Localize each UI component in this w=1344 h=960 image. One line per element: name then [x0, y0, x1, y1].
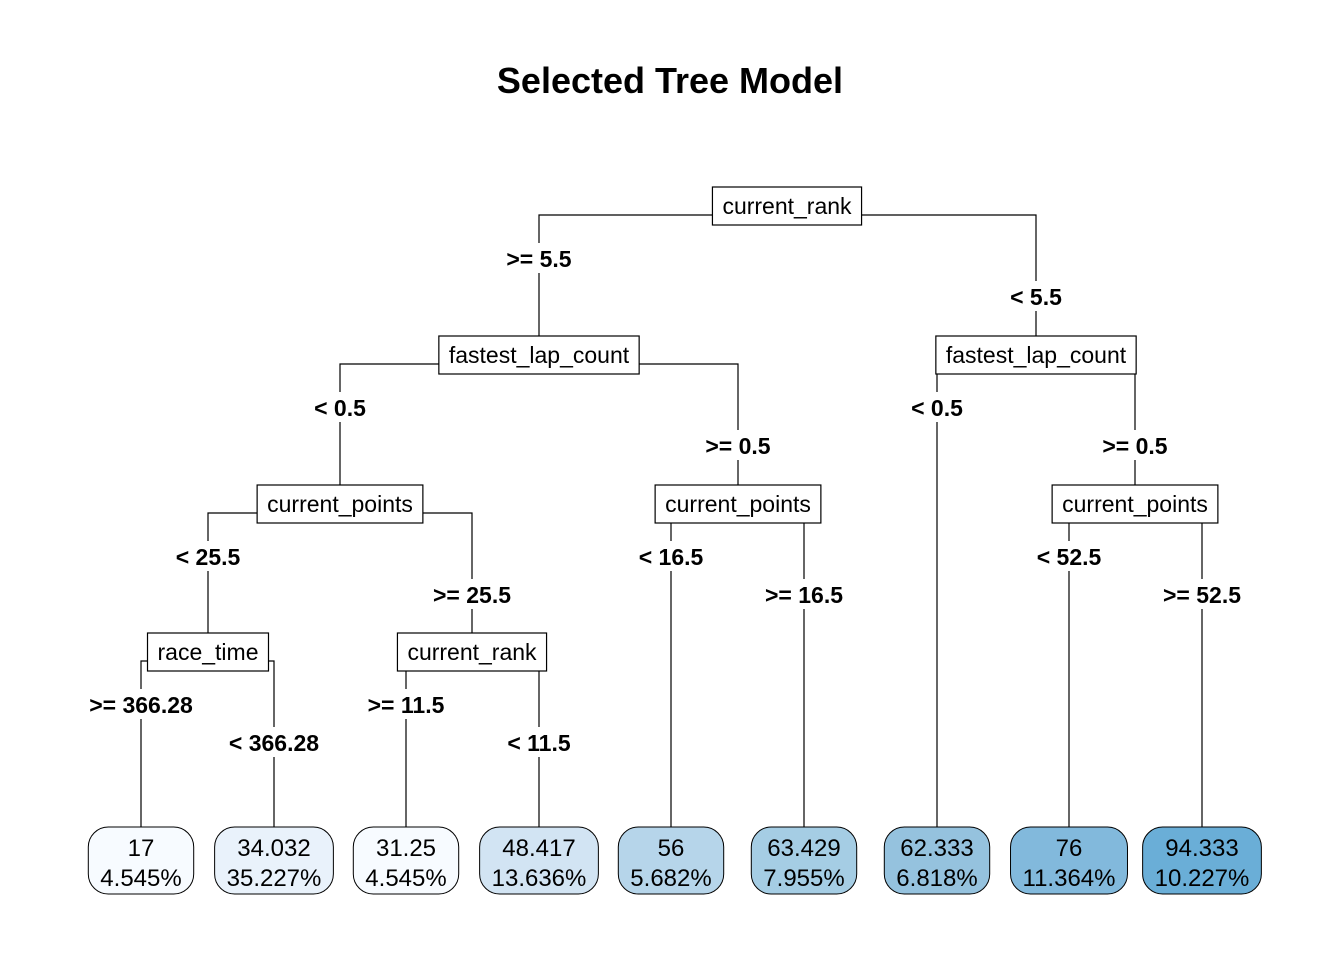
tree-edge	[538, 214, 713, 336]
tree-edges: >= 5.5 < 5.5 < 0.5 >= 0.5 < 0.5 >= 0.5 < 25.5 >…	[84, 214, 1247, 827]
tree-edge	[861, 214, 1037, 336]
edge-label-bg	[84, 689, 198, 719]
edge-label: >= 11.5	[368, 692, 445, 718]
edge-label-bg	[633, 541, 709, 571]
tree-edge	[1201, 512, 1218, 827]
tree-edge	[140, 660, 148, 827]
edge-label: >= 25.5	[433, 582, 511, 608]
leaf-value: 31.25	[376, 835, 436, 862]
leaf-node-box	[87, 826, 195, 895]
tree-edge	[1134, 363, 1137, 485]
leaf-value: 34.032	[237, 835, 310, 862]
leaf-node-box	[352, 826, 460, 895]
split-node-box	[396, 632, 548, 672]
split-node-label: current_rank	[407, 639, 537, 665]
split-node-box	[438, 335, 640, 375]
edge-label-bg	[223, 727, 325, 757]
split-node-label: current_rank	[722, 193, 852, 219]
leaf-node-box	[883, 826, 991, 895]
leaf-percent: 6.818%	[896, 865, 977, 892]
edge-label-bg	[759, 579, 849, 609]
leaf-value: 62.333	[900, 835, 973, 862]
edge-label: < 366.28	[229, 730, 319, 756]
edge-label-bg	[170, 541, 246, 571]
tree-edge	[422, 512, 473, 633]
edge-label-bg	[906, 392, 968, 422]
split-node-box	[654, 484, 822, 524]
leaf-percent: 11.364%	[1023, 865, 1116, 892]
edge-label: >= 52.5	[1163, 582, 1241, 608]
split-node-label: fastest_lap_count	[449, 342, 630, 368]
leaf-value: 17	[128, 835, 155, 862]
leaf-node-box	[214, 826, 334, 895]
split-node-box	[146, 632, 270, 672]
edge-label-bg	[1031, 541, 1107, 571]
edge-label: >= 0.5	[1102, 433, 1167, 459]
edge-label: < 0.5	[911, 395, 963, 421]
tree-edge	[935, 363, 938, 827]
leaf-percent: 13.636%	[492, 865, 587, 892]
edge-label-bg	[1157, 579, 1247, 609]
leaf-node-box	[1010, 826, 1128, 895]
split-node-label: current_points	[665, 491, 811, 517]
edge-label: < 11.5	[507, 730, 571, 756]
edge-label: < 0.5	[314, 395, 366, 421]
edge-label-bg	[427, 579, 517, 609]
tree-edge	[268, 660, 275, 827]
edge-label: < 52.5	[1037, 544, 1102, 570]
edge-label-bg	[502, 727, 576, 757]
edge-label: >= 0.5	[705, 433, 770, 459]
split-node-label: fastest_lap_count	[946, 342, 1127, 368]
leaf-value: 56	[658, 835, 685, 862]
leaf-percent: 35.227%	[227, 865, 322, 892]
leaf-value: 76	[1056, 835, 1083, 862]
diagram-title: Selected Tree Model	[497, 60, 843, 101]
leaf-value: 63.429	[767, 835, 840, 862]
leaf-value: 94.333	[1165, 835, 1238, 862]
tree-nodes: current_rank fastest_lap_count fastest_lap…	[87, 186, 1262, 895]
tree-edge	[207, 512, 258, 633]
leaf-percent: 4.545%	[100, 865, 181, 892]
edge-label: < 5.5	[1010, 284, 1062, 310]
leaf-percent: 10.227%	[1155, 865, 1250, 892]
leaf-value: 48.417	[502, 835, 575, 862]
split-node-box	[1051, 484, 1219, 524]
split-node-label: current_points	[1062, 491, 1208, 517]
leaf-percent: 5.682%	[630, 865, 711, 892]
leaf-node-box	[479, 826, 599, 895]
leaf-node-box	[1142, 826, 1262, 895]
tree-edge	[639, 363, 739, 485]
tree-edge	[803, 512, 821, 827]
edge-label: >= 5.5	[506, 246, 571, 272]
leaf-node-box	[750, 826, 858, 895]
split-node-label: race_time	[158, 639, 259, 665]
leaf-percent: 7.955%	[763, 865, 844, 892]
split-node-box	[935, 335, 1137, 375]
edge-label: >= 366.28	[89, 692, 193, 718]
split-node-box	[256, 484, 424, 524]
edge-label-bg	[1097, 430, 1173, 460]
split-node-label: current_points	[267, 491, 413, 517]
leaf-node-box	[617, 826, 725, 895]
edge-label: < 25.5	[176, 544, 241, 570]
split-node-box	[711, 186, 863, 226]
leaf-percent: 4.545%	[365, 865, 446, 892]
edge-label: >= 16.5	[765, 582, 843, 608]
edge-label-bg	[362, 689, 450, 719]
tree-edge	[397, 660, 407, 827]
tree-edge	[339, 363, 439, 485]
edge-label-bg	[309, 392, 371, 422]
edge-label-bg	[1005, 281, 1067, 311]
edge-label-bg	[700, 430, 776, 460]
edge-label-bg	[501, 243, 577, 273]
edge-label: < 16.5	[639, 544, 704, 570]
